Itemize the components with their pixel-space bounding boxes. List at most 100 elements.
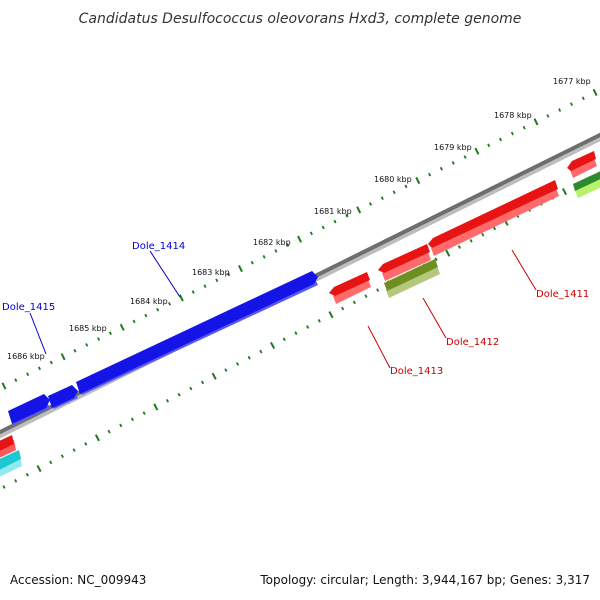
inner-tick-mark: [84, 442, 88, 446]
outer-tick-mark: [1, 382, 7, 390]
inner-tick-mark: [481, 232, 485, 237]
gene-right-edge-red: [567, 151, 597, 178]
outer-tick-mark: [510, 131, 514, 136]
label-dole-1411: Dole_1411: [536, 289, 589, 300]
leader-dole-1413: [367, 325, 391, 369]
outer-tick-mark: [333, 219, 337, 224]
leader-dole-1412: [422, 297, 447, 339]
outer-tick-mark: [592, 88, 598, 97]
tick-labels: 1677 kbp 1678 kbp 1679 kbp 1680 kbp 1681…: [7, 77, 591, 361]
inner-tick-mark: [236, 362, 240, 366]
outer-tick-mark: [345, 213, 349, 218]
gene-dole-1413: [329, 272, 371, 304]
gene-dole-1412: [384, 259, 440, 298]
gene-dole-1411: [428, 180, 559, 256]
outer-tick-mark: [203, 284, 207, 289]
inner-tick-mark: [562, 188, 568, 196]
leader-dole-1414: [149, 250, 181, 298]
tick-label-1684: 1684 kbp: [130, 297, 168, 306]
label-dole-1415: Dole_1415: [2, 302, 55, 313]
outer-tick-mark: [132, 319, 136, 324]
outer-tick-mark: [191, 290, 195, 294]
inner-tick-mark: [341, 306, 345, 311]
label-dole-1412: Dole_1412: [446, 337, 499, 348]
outer-tick-mark: [392, 190, 396, 195]
inner-tick-mark: [434, 257, 438, 262]
gene-left-edge-red-fragment: [0, 435, 16, 458]
outer-tick-mark: [356, 206, 362, 214]
outer-tick-mark: [156, 307, 160, 312]
tick-label-1685: 1685 kbp: [69, 324, 107, 333]
accession-text: Accession: NC_009943: [10, 573, 147, 587]
outer-tick-mark: [215, 278, 219, 283]
outer-tick-mark: [97, 337, 101, 341]
inner-tick-mark: [153, 403, 159, 411]
gene-dole-1415: [48, 385, 78, 409]
inner-tick-mark: [25, 472, 29, 477]
tick-label-1681: 1681 kbp: [314, 207, 352, 216]
outer-tick-mark: [250, 260, 254, 265]
inner-tick-mark: [165, 399, 170, 403]
gene-dole-1412-red: [378, 244, 431, 281]
outer-tick-mark: [297, 235, 303, 243]
inner-tick-mark: [130, 417, 134, 422]
outer-tick-mark: [37, 366, 41, 371]
outer-tick-mark: [569, 102, 573, 107]
inner-tick-mark: [224, 368, 228, 372]
inner-tick-mark: [445, 249, 451, 257]
tick-label-1679: 1679 kbp: [434, 143, 472, 152]
inner-tick-mark: [177, 392, 181, 397]
map-title: Candidatus Desulfococcus oleovorans Hxd3…: [79, 11, 522, 27]
outer-tick-mark: [119, 323, 125, 331]
forward-genes: [0, 271, 318, 477]
inner-tick-mark: [247, 355, 251, 360]
inner-tick-mark: [282, 337, 286, 342]
gene-labels: Dole_1415 Dole_1414 Dole_1413 Dole_1412 …: [2, 241, 589, 377]
inner-tick-mark: [94, 434, 100, 442]
outer-tick-mark: [167, 301, 172, 306]
leader-dole-1411: [511, 249, 537, 291]
outer-tick-mark: [380, 196, 384, 200]
tick-label-1678: 1678 kbp: [494, 111, 532, 120]
inner-tick-mark: [259, 349, 263, 354]
tick-label-1686: 1686 kbp: [7, 352, 45, 361]
inner-tick-mark: [492, 226, 496, 231]
outer-tick-track: [1, 88, 598, 390]
outer-tick-mark: [474, 147, 480, 155]
genome-summary-text: Topology: circular; Length: 3,944,167 bp…: [260, 573, 590, 587]
outer-tick-mark: [262, 254, 266, 259]
outer-tick-mark: [85, 343, 89, 347]
outer-tick-mark: [309, 231, 313, 236]
inner-tick-mark: [2, 485, 6, 489]
inner-tick-mark: [376, 288, 380, 292]
inner-tick-mark: [352, 300, 356, 305]
leader-dole-1415: [29, 312, 47, 355]
outer-tick-mark: [558, 108, 562, 112]
inner-tick-mark: [119, 423, 123, 428]
inner-tick-mark: [364, 294, 368, 299]
outer-tick-mark: [321, 225, 325, 230]
label-dole-1413: Dole_1413: [390, 366, 443, 377]
inner-tick-track: [2, 177, 590, 489]
outer-tick-mark: [533, 118, 539, 126]
outer-tick-mark: [451, 161, 455, 165]
inner-tick-mark: [306, 325, 310, 329]
outer-tick-mark: [581, 96, 585, 101]
outer-tick-mark: [237, 264, 243, 273]
inner-tick-mark: [469, 238, 473, 243]
label-dole-1414: Dole_1414: [132, 241, 185, 252]
outer-tick-mark: [428, 172, 432, 177]
outer-tick-mark: [108, 331, 112, 335]
inner-tick-mark: [457, 245, 461, 249]
inner-tick-mark: [107, 429, 111, 434]
inner-tick-mark: [317, 318, 321, 323]
outer-tick-mark: [439, 166, 443, 171]
tick-label-1680: 1680 kbp: [374, 175, 412, 184]
tick-label-1683: 1683 kbp: [192, 268, 230, 277]
inner-tick-mark: [328, 311, 334, 319]
gene-small-blue-1: [8, 394, 50, 425]
inner-tick-mark: [189, 386, 193, 391]
reverse-genes: [329, 151, 600, 304]
outer-tick-mark: [144, 313, 148, 318]
